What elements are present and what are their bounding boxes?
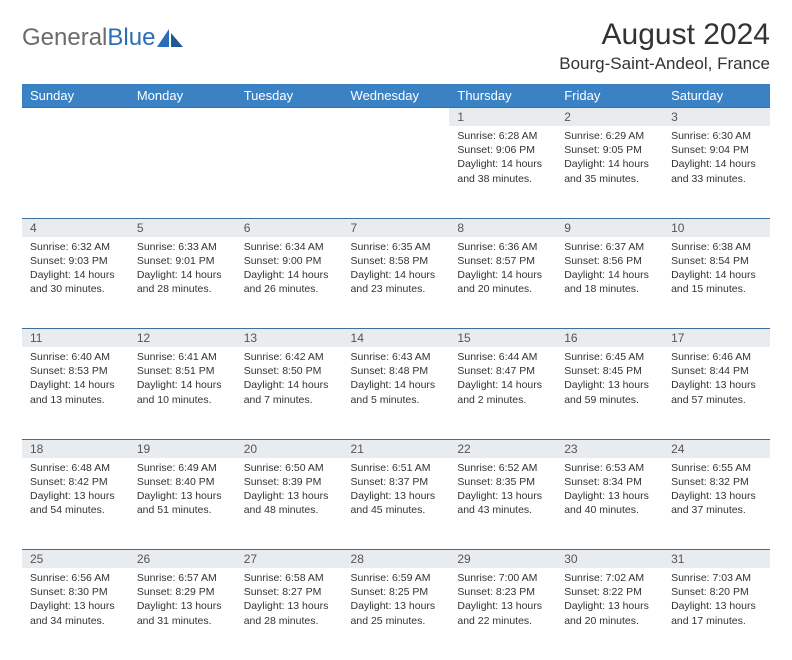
day-number-cell: 3 bbox=[663, 108, 770, 127]
day-number-cell: 13 bbox=[236, 329, 343, 348]
day-detail-cell: Sunrise: 6:32 AMSunset: 9:03 PMDaylight:… bbox=[22, 237, 129, 329]
day-detail-cell bbox=[236, 126, 343, 218]
title-block: August 2024 Bourg-Saint-Andeol, France bbox=[559, 18, 770, 74]
day-header: Monday bbox=[129, 84, 236, 108]
day-number-cell bbox=[236, 108, 343, 127]
detail-row: Sunrise: 6:48 AMSunset: 8:42 PMDaylight:… bbox=[22, 458, 770, 550]
day-detail-cell bbox=[129, 126, 236, 218]
day-detail-cell: Sunrise: 6:49 AMSunset: 8:40 PMDaylight:… bbox=[129, 458, 236, 550]
day-detail-cell: Sunrise: 7:02 AMSunset: 8:22 PMDaylight:… bbox=[556, 568, 663, 660]
day-number-cell: 31 bbox=[663, 550, 770, 569]
day-number-cell: 12 bbox=[129, 329, 236, 348]
logo-text: GeneralBlue bbox=[22, 24, 155, 52]
detail-row: Sunrise: 6:32 AMSunset: 9:03 PMDaylight:… bbox=[22, 237, 770, 329]
day-detail-cell: Sunrise: 6:29 AMSunset: 9:05 PMDaylight:… bbox=[556, 126, 663, 218]
day-detail-cell: Sunrise: 6:53 AMSunset: 8:34 PMDaylight:… bbox=[556, 458, 663, 550]
day-detail-cell: Sunrise: 6:58 AMSunset: 8:27 PMDaylight:… bbox=[236, 568, 343, 660]
daynum-row: 11121314151617 bbox=[22, 329, 770, 348]
day-detail-cell: Sunrise: 6:48 AMSunset: 8:42 PMDaylight:… bbox=[22, 458, 129, 550]
day-number-cell bbox=[22, 108, 129, 127]
day-detail-cell: Sunrise: 6:38 AMSunset: 8:54 PMDaylight:… bbox=[663, 237, 770, 329]
day-number-cell bbox=[129, 108, 236, 127]
day-number-cell: 18 bbox=[22, 439, 129, 458]
day-detail-cell: Sunrise: 6:35 AMSunset: 8:58 PMDaylight:… bbox=[343, 237, 450, 329]
day-detail-cell: Sunrise: 6:43 AMSunset: 8:48 PMDaylight:… bbox=[343, 347, 450, 439]
day-header: Wednesday bbox=[343, 84, 450, 108]
day-number-cell: 16 bbox=[556, 329, 663, 348]
day-detail-cell: Sunrise: 6:30 AMSunset: 9:04 PMDaylight:… bbox=[663, 126, 770, 218]
day-header: Tuesday bbox=[236, 84, 343, 108]
day-number-cell: 20 bbox=[236, 439, 343, 458]
day-number-cell: 8 bbox=[449, 218, 556, 237]
day-detail-cell: Sunrise: 6:59 AMSunset: 8:25 PMDaylight:… bbox=[343, 568, 450, 660]
day-number-cell: 19 bbox=[129, 439, 236, 458]
day-header: Saturday bbox=[663, 84, 770, 108]
day-number-cell: 15 bbox=[449, 329, 556, 348]
day-number-cell: 1 bbox=[449, 108, 556, 127]
detail-row: Sunrise: 6:40 AMSunset: 8:53 PMDaylight:… bbox=[22, 347, 770, 439]
day-detail-cell: Sunrise: 6:44 AMSunset: 8:47 PMDaylight:… bbox=[449, 347, 556, 439]
day-detail-cell: Sunrise: 6:56 AMSunset: 8:30 PMDaylight:… bbox=[22, 568, 129, 660]
day-number-cell: 2 bbox=[556, 108, 663, 127]
logo-sail-icon bbox=[157, 29, 183, 47]
day-number-cell: 17 bbox=[663, 329, 770, 348]
day-number-cell: 28 bbox=[343, 550, 450, 569]
day-number-cell: 6 bbox=[236, 218, 343, 237]
day-number-cell: 29 bbox=[449, 550, 556, 569]
day-detail-cell: Sunrise: 6:34 AMSunset: 9:00 PMDaylight:… bbox=[236, 237, 343, 329]
day-detail-cell: Sunrise: 7:00 AMSunset: 8:23 PMDaylight:… bbox=[449, 568, 556, 660]
day-detail-cell: Sunrise: 6:46 AMSunset: 8:44 PMDaylight:… bbox=[663, 347, 770, 439]
day-detail-cell: Sunrise: 6:36 AMSunset: 8:57 PMDaylight:… bbox=[449, 237, 556, 329]
day-number-cell: 26 bbox=[129, 550, 236, 569]
day-number-cell: 7 bbox=[343, 218, 450, 237]
day-detail-cell: Sunrise: 6:28 AMSunset: 9:06 PMDaylight:… bbox=[449, 126, 556, 218]
day-number-cell: 23 bbox=[556, 439, 663, 458]
daynum-row: 123 bbox=[22, 108, 770, 127]
day-detail-cell: Sunrise: 6:45 AMSunset: 8:45 PMDaylight:… bbox=[556, 347, 663, 439]
logo: GeneralBlue bbox=[22, 24, 183, 52]
day-detail-cell: Sunrise: 6:51 AMSunset: 8:37 PMDaylight:… bbox=[343, 458, 450, 550]
day-number-cell: 9 bbox=[556, 218, 663, 237]
day-header: Sunday bbox=[22, 84, 129, 108]
day-header: Thursday bbox=[449, 84, 556, 108]
day-detail-cell: Sunrise: 6:55 AMSunset: 8:32 PMDaylight:… bbox=[663, 458, 770, 550]
daynum-row: 45678910 bbox=[22, 218, 770, 237]
day-header: Friday bbox=[556, 84, 663, 108]
day-number-cell: 11 bbox=[22, 329, 129, 348]
detail-row: Sunrise: 6:56 AMSunset: 8:30 PMDaylight:… bbox=[22, 568, 770, 660]
day-detail-cell: Sunrise: 6:33 AMSunset: 9:01 PMDaylight:… bbox=[129, 237, 236, 329]
daynum-row: 25262728293031 bbox=[22, 550, 770, 569]
day-number-cell: 14 bbox=[343, 329, 450, 348]
day-detail-cell: Sunrise: 6:41 AMSunset: 8:51 PMDaylight:… bbox=[129, 347, 236, 439]
day-detail-cell bbox=[343, 126, 450, 218]
calendar-table: SundayMondayTuesdayWednesdayThursdayFrid… bbox=[22, 84, 770, 660]
day-number-cell: 4 bbox=[22, 218, 129, 237]
day-number-cell: 30 bbox=[556, 550, 663, 569]
daynum-row: 18192021222324 bbox=[22, 439, 770, 458]
day-detail-cell: Sunrise: 6:50 AMSunset: 8:39 PMDaylight:… bbox=[236, 458, 343, 550]
day-number-cell: 5 bbox=[129, 218, 236, 237]
day-number-cell: 21 bbox=[343, 439, 450, 458]
day-number-cell bbox=[343, 108, 450, 127]
day-number-cell: 22 bbox=[449, 439, 556, 458]
day-detail-cell: Sunrise: 6:37 AMSunset: 8:56 PMDaylight:… bbox=[556, 237, 663, 329]
day-detail-cell bbox=[22, 126, 129, 218]
location: Bourg-Saint-Andeol, France bbox=[559, 54, 770, 74]
month-title: August 2024 bbox=[559, 18, 770, 52]
day-number-cell: 10 bbox=[663, 218, 770, 237]
logo-text-blue: Blue bbox=[107, 24, 155, 51]
logo-text-general: General bbox=[22, 24, 107, 51]
day-detail-cell: Sunrise: 6:57 AMSunset: 8:29 PMDaylight:… bbox=[129, 568, 236, 660]
day-number-cell: 25 bbox=[22, 550, 129, 569]
day-detail-cell: Sunrise: 6:40 AMSunset: 8:53 PMDaylight:… bbox=[22, 347, 129, 439]
header: GeneralBlue August 2024 Bourg-Saint-Ande… bbox=[22, 18, 770, 74]
day-number-cell: 24 bbox=[663, 439, 770, 458]
day-detail-cell: Sunrise: 6:42 AMSunset: 8:50 PMDaylight:… bbox=[236, 347, 343, 439]
day-header-row: SundayMondayTuesdayWednesdayThursdayFrid… bbox=[22, 84, 770, 108]
detail-row: Sunrise: 6:28 AMSunset: 9:06 PMDaylight:… bbox=[22, 126, 770, 218]
day-detail-cell: Sunrise: 7:03 AMSunset: 8:20 PMDaylight:… bbox=[663, 568, 770, 660]
day-number-cell: 27 bbox=[236, 550, 343, 569]
day-detail-cell: Sunrise: 6:52 AMSunset: 8:35 PMDaylight:… bbox=[449, 458, 556, 550]
